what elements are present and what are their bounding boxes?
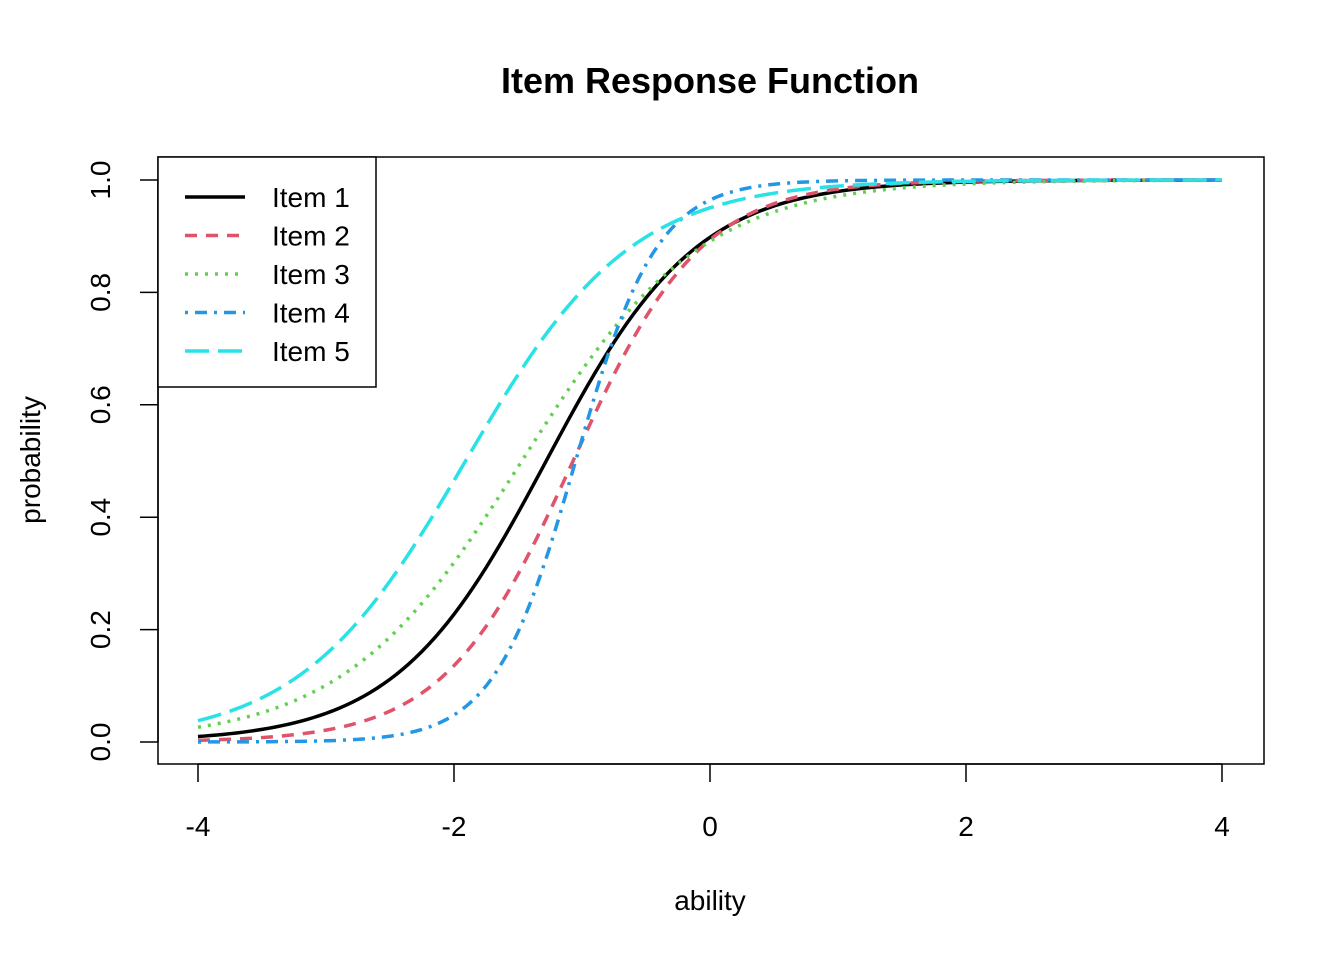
y-tick-label: 0.4 <box>85 498 116 537</box>
chart-title: Item Response Function <box>501 60 919 101</box>
x-tick-label: 0 <box>702 811 718 842</box>
x-tick-label: -2 <box>442 811 467 842</box>
legend-label-item-5: Item 5 <box>272 336 350 367</box>
y-tick-label: 0.0 <box>85 723 116 762</box>
legend-label-item-1: Item 1 <box>272 182 350 213</box>
y-tick-label: 0.8 <box>85 273 116 312</box>
x-axis: -4 -2 0 2 4 <box>186 763 1230 842</box>
x-tick-label: 4 <box>1214 811 1230 842</box>
series-line-item-5 <box>197 178 1222 723</box>
y-tick-label: 1.0 <box>85 161 116 200</box>
series-line-item-2 <box>197 178 1223 743</box>
legend-label-item-3: Item 3 <box>272 259 350 290</box>
legend-label-item-4: Item 4 <box>272 298 350 329</box>
x-axis-label: ability <box>674 885 746 916</box>
legend-label-item-2: Item 2 <box>272 221 350 252</box>
y-tick-label: 0.6 <box>85 385 116 424</box>
x-tick-label: 2 <box>958 811 974 842</box>
series-layer <box>197 178 1223 744</box>
x-tick-label: -4 <box>186 811 211 842</box>
y-axis: 0.0 0.2 0.4 0.6 0.8 1.0 <box>85 161 159 762</box>
y-tick-label: 0.2 <box>85 610 116 649</box>
legend: Item 1 Item 2 Item 3 Item 4 Item 5 <box>157 156 377 388</box>
y-axis-label: probability <box>15 396 46 524</box>
